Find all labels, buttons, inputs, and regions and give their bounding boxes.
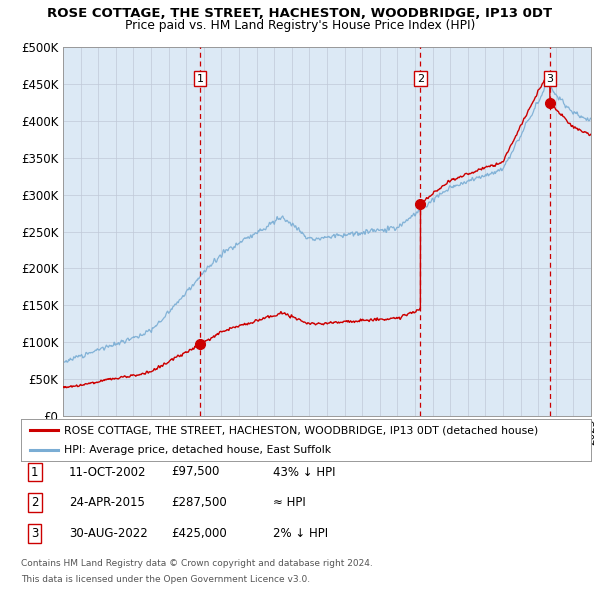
Text: HPI: Average price, detached house, East Suffolk: HPI: Average price, detached house, East… bbox=[64, 445, 331, 455]
Text: 2% ↓ HPI: 2% ↓ HPI bbox=[273, 527, 328, 540]
Text: 2: 2 bbox=[417, 74, 424, 84]
Text: ROSE COTTAGE, THE STREET, HACHESTON, WOODBRIDGE, IP13 0DT (detached house): ROSE COTTAGE, THE STREET, HACHESTON, WOO… bbox=[64, 425, 538, 435]
Text: 24-APR-2015: 24-APR-2015 bbox=[69, 496, 145, 509]
Text: £287,500: £287,500 bbox=[171, 496, 227, 509]
Text: £97,500: £97,500 bbox=[171, 466, 220, 478]
Text: 3: 3 bbox=[31, 527, 38, 540]
Text: 3: 3 bbox=[547, 74, 553, 84]
Text: 11-OCT-2002: 11-OCT-2002 bbox=[69, 466, 146, 478]
Text: 2: 2 bbox=[31, 496, 38, 509]
Text: 30-AUG-2022: 30-AUG-2022 bbox=[69, 527, 148, 540]
Text: ≈ HPI: ≈ HPI bbox=[273, 496, 306, 509]
Text: 1: 1 bbox=[31, 466, 38, 478]
Text: Price paid vs. HM Land Registry's House Price Index (HPI): Price paid vs. HM Land Registry's House … bbox=[125, 19, 475, 32]
Text: 43% ↓ HPI: 43% ↓ HPI bbox=[273, 466, 335, 478]
Text: This data is licensed under the Open Government Licence v3.0.: This data is licensed under the Open Gov… bbox=[21, 575, 310, 584]
Text: £425,000: £425,000 bbox=[171, 527, 227, 540]
Text: 1: 1 bbox=[196, 74, 203, 84]
Text: Contains HM Land Registry data © Crown copyright and database right 2024.: Contains HM Land Registry data © Crown c… bbox=[21, 559, 373, 568]
Text: ROSE COTTAGE, THE STREET, HACHESTON, WOODBRIDGE, IP13 0DT: ROSE COTTAGE, THE STREET, HACHESTON, WOO… bbox=[47, 7, 553, 20]
